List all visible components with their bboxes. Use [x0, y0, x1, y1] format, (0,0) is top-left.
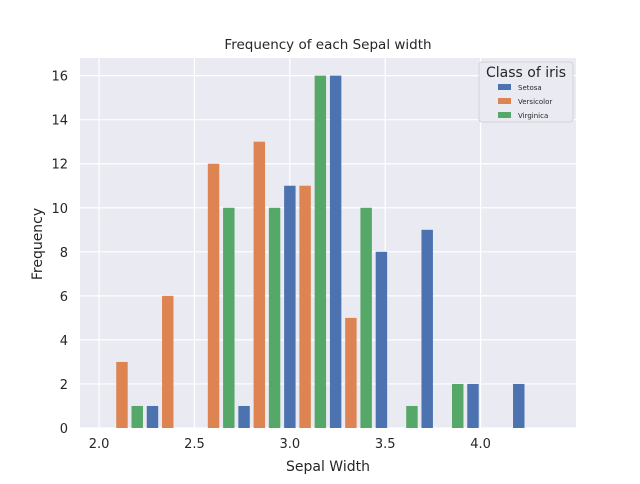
bar-versicolor — [299, 185, 311, 428]
bar-versicolor — [345, 317, 357, 428]
y-axis-ticks: 0 2 4 6 8 10 12 14 16 — [51, 70, 68, 437]
y-tick-label: 8 — [60, 246, 68, 261]
bar-setosa — [421, 229, 433, 428]
x-tick-label: 3.5 — [375, 437, 396, 452]
legend-swatch — [498, 112, 511, 118]
legend-title: Class of iris — [486, 65, 566, 81]
bar-setosa — [238, 405, 250, 428]
legend-items: Setosa Versicolor Virginica — [498, 84, 552, 120]
bar-virginica — [452, 383, 464, 428]
chart-title: Frequency of each Sepal width — [224, 37, 431, 53]
legend-label: Versicolor — [518, 98, 552, 106]
bar-versicolor — [207, 163, 220, 428]
legend-swatch — [498, 98, 511, 104]
bar-virginica — [131, 405, 143, 428]
legend: Class of iris Setosa Versicolor Virginica — [478, 61, 574, 123]
bar-virginica — [268, 207, 281, 428]
bar-versicolor — [116, 361, 128, 428]
bars — [116, 75, 525, 428]
x-tick-label: 3.0 — [280, 437, 301, 452]
bar-versicolor — [162, 295, 174, 428]
y-tick-label: 4 — [60, 334, 68, 349]
bar-virginica — [223, 207, 235, 428]
bar-setosa — [146, 405, 159, 428]
x-tick-label: 2.5 — [184, 437, 205, 452]
y-tick-label: 0 — [60, 422, 68, 437]
bar-virginica — [406, 405, 418, 428]
bar-versicolor — [253, 141, 266, 428]
x-tick-label: 4.0 — [470, 437, 491, 452]
bar-setosa — [375, 251, 388, 428]
y-tick-label: 10 — [51, 202, 68, 217]
x-axis-ticks: 2.0 2.5 3.0 3.5 4.0 — [89, 437, 491, 452]
y-tick-label: 2 — [60, 378, 68, 393]
bar-setosa — [513, 383, 525, 428]
bar-setosa — [284, 185, 296, 428]
legend-label: Virginica — [518, 112, 548, 120]
y-tick-label: 6 — [60, 290, 68, 305]
bar-setosa — [329, 75, 342, 428]
legend-label: Setosa — [518, 84, 542, 92]
legend-box — [478, 61, 574, 123]
bar-virginica — [360, 207, 372, 428]
x-tick-label: 2.0 — [89, 437, 110, 452]
y-tick-label: 12 — [51, 158, 68, 173]
y-tick-label: 14 — [51, 114, 68, 129]
x-axis-label: Sepal Width — [286, 459, 370, 475]
legend-swatch — [498, 84, 511, 90]
y-tick-label: 16 — [51, 70, 68, 85]
bar-virginica — [314, 75, 327, 428]
bar-setosa — [467, 383, 479, 428]
y-axis-label: Frequency — [30, 208, 46, 280]
